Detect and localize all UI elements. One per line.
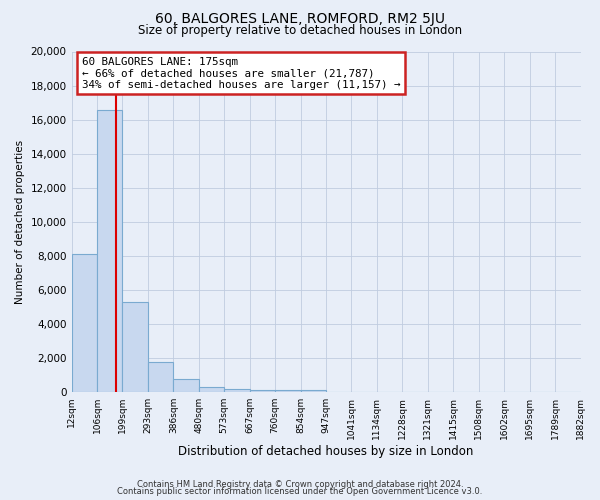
Bar	[122, 302, 148, 392]
Bar	[173, 378, 199, 392]
Bar	[97, 110, 122, 392]
Bar	[71, 254, 97, 392]
Text: Contains HM Land Registry data © Crown copyright and database right 2024.: Contains HM Land Registry data © Crown c…	[137, 480, 463, 489]
Text: 60, BALGORES LANE, ROMFORD, RM2 5JU: 60, BALGORES LANE, ROMFORD, RM2 5JU	[155, 12, 445, 26]
Bar	[275, 390, 301, 392]
Bar	[199, 387, 224, 392]
Bar	[224, 388, 250, 392]
Bar	[148, 362, 173, 392]
Text: Contains public sector information licensed under the Open Government Licence v3: Contains public sector information licen…	[118, 488, 482, 496]
Bar	[250, 390, 275, 392]
Text: 60 BALGORES LANE: 175sqm
← 66% of detached houses are smaller (21,787)
34% of se: 60 BALGORES LANE: 175sqm ← 66% of detach…	[82, 56, 400, 90]
Bar	[301, 390, 326, 392]
Text: Size of property relative to detached houses in London: Size of property relative to detached ho…	[138, 24, 462, 37]
X-axis label: Distribution of detached houses by size in London: Distribution of detached houses by size …	[178, 444, 474, 458]
Y-axis label: Number of detached properties: Number of detached properties	[15, 140, 25, 304]
